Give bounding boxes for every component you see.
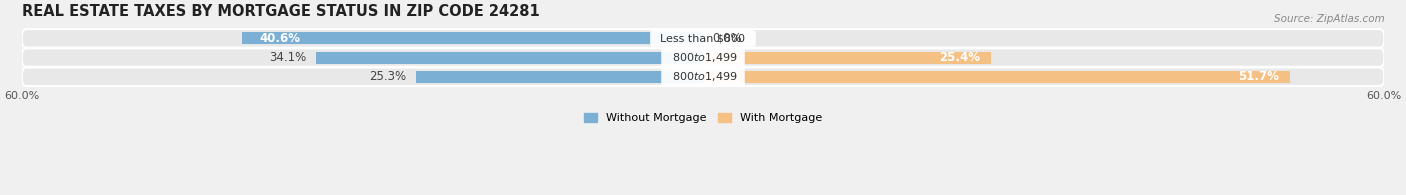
FancyBboxPatch shape [21,67,1385,86]
Text: 51.7%: 51.7% [1237,70,1278,83]
Text: REAL ESTATE TAXES BY MORTGAGE STATUS IN ZIP CODE 24281: REAL ESTATE TAXES BY MORTGAGE STATUS IN … [21,4,540,19]
Text: 34.1%: 34.1% [270,51,307,64]
Text: $800 to $1,499: $800 to $1,499 [665,51,741,64]
Legend: Without Mortgage, With Mortgage: Without Mortgage, With Mortgage [579,109,827,128]
FancyBboxPatch shape [21,48,1385,67]
FancyBboxPatch shape [21,29,1385,48]
Text: 25.4%: 25.4% [939,51,980,64]
Text: 25.3%: 25.3% [370,70,406,83]
Bar [242,32,703,44]
Text: Source: ZipAtlas.com: Source: ZipAtlas.com [1274,14,1385,24]
Text: Less than $800: Less than $800 [654,33,752,43]
Bar [703,71,1289,83]
Bar [316,52,703,64]
Text: 0.0%: 0.0% [711,32,742,45]
Bar [416,71,703,83]
Text: $800 to $1,499: $800 to $1,499 [665,70,741,83]
Text: 40.6%: 40.6% [259,32,299,45]
Bar [703,52,991,64]
